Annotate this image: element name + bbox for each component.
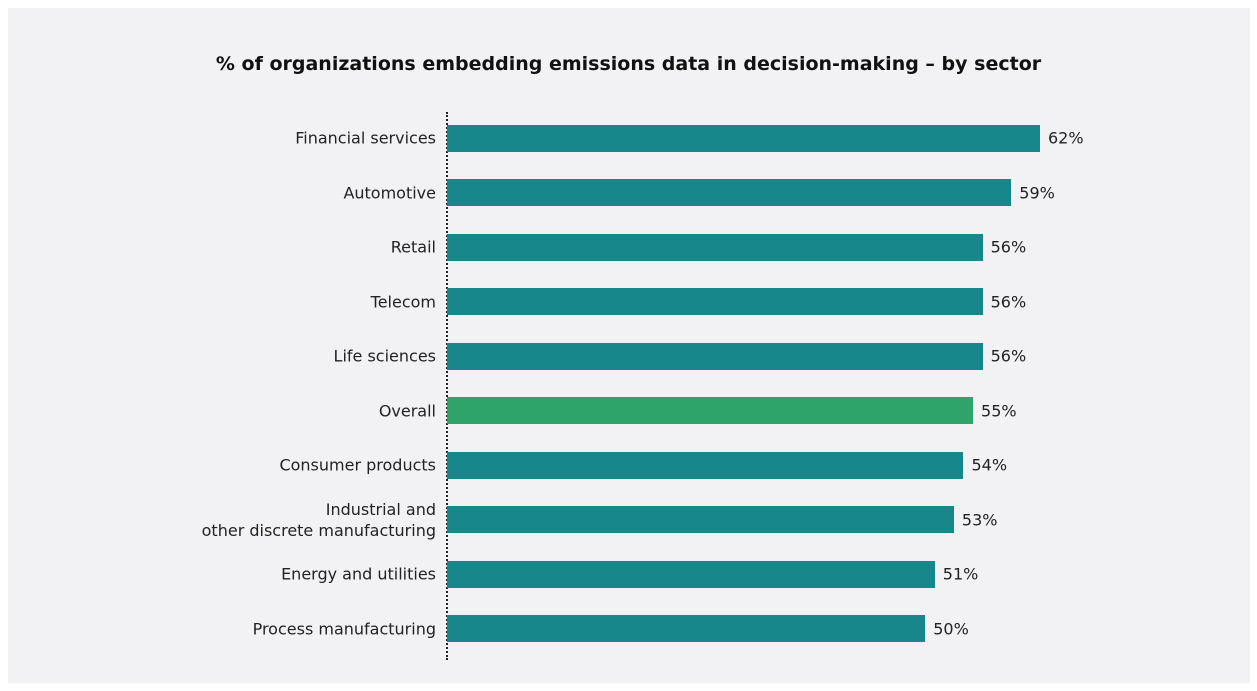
value-label: 51% (942, 564, 979, 584)
bar (447, 560, 935, 588)
bar (447, 124, 1040, 152)
category-label: Life sciences (333, 346, 436, 366)
category-label: Retail (390, 237, 436, 257)
value-label: 59% (1019, 183, 1055, 202)
bar (447, 233, 983, 261)
category-label: Overall (378, 401, 436, 420)
value-label: 56% (990, 346, 1027, 366)
category-label: Automotive (343, 183, 436, 202)
value-label: 56% (990, 292, 1027, 311)
category-label: Energy and utilities (281, 564, 436, 584)
bar (447, 615, 926, 642)
category-label: Industrial and other discrete manufactur… (201, 499, 436, 540)
category-label: Telecom (370, 292, 436, 311)
bar (447, 397, 974, 424)
value-label: 53% (961, 510, 998, 529)
bar (447, 451, 964, 479)
bar (447, 179, 1012, 206)
value-label: 50% (933, 619, 969, 638)
value-label: 55% (981, 401, 1017, 420)
category-label: Consumer products (279, 455, 436, 475)
axis-line (446, 112, 448, 660)
category-label: Financial services (295, 128, 436, 148)
bar (447, 342, 983, 370)
value-label: 62% (1048, 128, 1084, 148)
bar (447, 288, 983, 315)
value-label: 54% (971, 455, 1008, 475)
category-label: Process manufacturing (252, 619, 436, 638)
value-label: 56% (990, 237, 1027, 257)
bar (447, 506, 954, 533)
chart-title: % of organizations embedding emissions d… (215, 53, 1042, 75)
